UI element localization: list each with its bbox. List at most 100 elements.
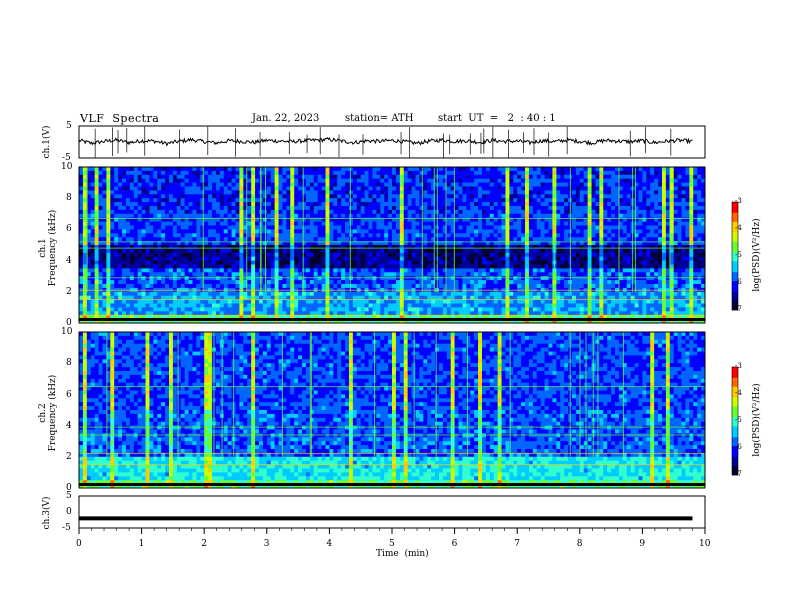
spectrogram-cell	[313, 225, 319, 230]
spectrogram-cell	[532, 268, 538, 273]
spectrogram-cell	[356, 225, 362, 230]
spectrogram-cell	[599, 280, 604, 285]
spectrogram-cell	[106, 202, 111, 207]
spectrogram-cell	[270, 264, 276, 269]
spectrogram-cell	[603, 260, 608, 265]
spectrogram-cell	[208, 284, 213, 289]
spectrogram-cell	[599, 209, 604, 215]
spectrogram-cell	[618, 268, 624, 273]
spectrogram-cell	[536, 174, 542, 180]
spectrogram-cell	[290, 182, 295, 187]
spectrogram-cell	[286, 248, 291, 254]
spectrogram-cell	[215, 170, 221, 176]
spectrogram-cell	[431, 272, 436, 277]
spectrogram-cell	[90, 272, 96, 277]
spectrogram-cell	[615, 221, 620, 226]
spectrogram-cell	[133, 194, 139, 199]
spectrogram-cell	[548, 268, 553, 273]
spectrogram-cell	[607, 186, 612, 191]
spectrogram-cell	[673, 268, 679, 273]
spectrogram-cell	[458, 268, 463, 273]
spectrogram-cell	[141, 245, 146, 250]
spectrogram-cell	[661, 245, 667, 250]
spectrogram-cell	[223, 182, 229, 187]
spectrogram-cell	[607, 284, 612, 289]
spectrogram-cell	[575, 190, 581, 195]
spectrogram-cell	[364, 170, 369, 176]
spectrogram-cell	[176, 233, 182, 238]
spectrogram-cell	[94, 170, 99, 176]
spectrogram-cell	[438, 225, 444, 230]
spectrogram-cell	[571, 245, 577, 250]
spectrogram-cell	[497, 178, 502, 183]
spectrogram-cell	[79, 280, 84, 285]
spectrogram-cell	[227, 256, 232, 261]
spectrogram-cell	[243, 245, 248, 250]
spectrogram-cell	[650, 174, 655, 180]
spectrogram-cell	[114, 264, 119, 269]
spectrogram-cell	[208, 225, 213, 230]
spectrogram-cell	[431, 167, 436, 172]
spectrogram-cell	[392, 248, 397, 254]
spectrogram-cell	[180, 233, 186, 238]
spectrogram-cell	[392, 213, 397, 219]
spectrogram-cell	[94, 221, 99, 226]
spectrogram-cell	[505, 229, 510, 234]
spectrogram-cell	[454, 248, 459, 254]
spectrogram-cell	[251, 241, 256, 246]
spectrogram-cell	[575, 260, 581, 265]
spectrogram-cell	[325, 241, 330, 246]
spectrogram-cell	[388, 178, 393, 183]
spectrogram-cell	[525, 217, 530, 222]
spectrogram-cell	[266, 167, 272, 172]
spectrogram-cell	[215, 252, 221, 258]
spectrogram-cell	[102, 198, 107, 203]
spectrogram-cell	[251, 252, 256, 258]
spectrogram-cell	[219, 225, 225, 230]
spectrogram-cell	[450, 190, 455, 195]
spectrogram-cell	[599, 178, 604, 183]
spectrogram-cell	[603, 178, 608, 183]
spectrogram-cell	[204, 190, 209, 195]
spectrogram-cell	[677, 186, 682, 191]
spectrogram-cell	[528, 194, 534, 199]
spectrogram-cell	[595, 206, 600, 211]
spectrogram-cell	[255, 206, 260, 211]
spectrogram-cell	[348, 209, 354, 215]
spectrogram-cell	[137, 213, 142, 219]
spectrogram-cell	[165, 245, 170, 250]
spectrogram-cell	[544, 233, 549, 238]
spectrogram-cell	[309, 233, 315, 238]
spectrogram-cell	[165, 276, 170, 281]
spectrogram-cell	[79, 178, 84, 183]
spectrogram-cell	[388, 170, 393, 176]
spectrogram-cell	[501, 167, 506, 172]
spectrogram-cell	[153, 202, 158, 207]
spectrogram-cell	[528, 245, 534, 250]
spectrogram-cell	[407, 217, 412, 222]
spectrogram-cell	[654, 272, 659, 277]
spectrogram-cell	[333, 229, 338, 234]
spectrogram-cell	[223, 225, 229, 230]
spectrogram-cell	[337, 233, 342, 238]
spectrogram-cell	[579, 194, 585, 199]
spectrogram-cell	[454, 167, 459, 172]
spectrogram-cell	[227, 241, 232, 246]
spectrogram-cell	[266, 194, 272, 199]
spectrogram-cell	[615, 209, 620, 215]
spectrogram-cell	[348, 174, 354, 180]
spectrogram-cell	[79, 209, 84, 215]
spectrogram-cell	[701, 217, 706, 222]
spectrogram-cell	[665, 284, 671, 289]
spectrogram-cell	[560, 194, 565, 199]
spectrogram-cell	[309, 167, 315, 172]
spectrogram-cell	[650, 217, 655, 222]
spectrogram-cell	[564, 190, 569, 195]
spectrogram-cell	[215, 182, 221, 187]
spectrogram-cell	[317, 217, 322, 222]
spectrogram-cell	[587, 237, 592, 242]
spectrogram-cell	[481, 221, 487, 226]
spectrogram-cell	[235, 190, 240, 195]
spectrogram-cell	[219, 280, 225, 285]
spectrogram-cell	[689, 221, 694, 226]
